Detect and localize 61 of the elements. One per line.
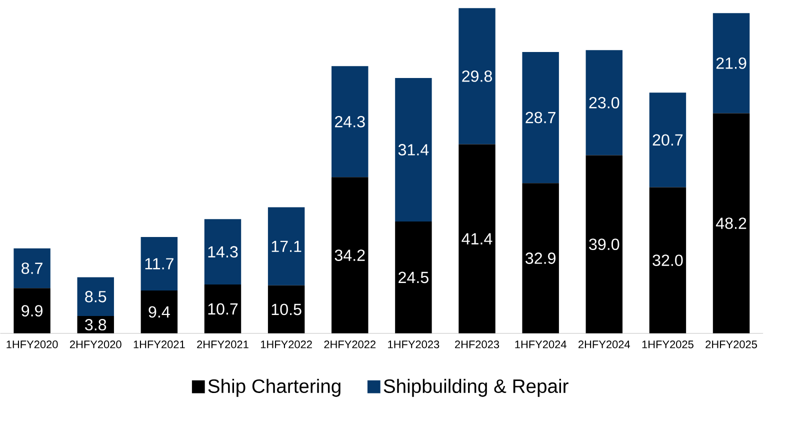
data-label: 9.9 <box>22 305 42 317</box>
data-label: 41.4 <box>462 233 492 244</box>
bar <box>395 78 432 222</box>
x-tick-label: 2HFY2025 <box>706 340 757 348</box>
bar <box>332 66 368 178</box>
data-label: 32.0 <box>652 254 683 266</box>
data-label: 10.7 <box>208 303 238 315</box>
bar <box>14 288 50 334</box>
data-label: 48.2 <box>716 218 746 230</box>
bar <box>77 277 114 316</box>
bar <box>140 290 178 334</box>
bar <box>140 237 178 290</box>
bar <box>712 13 750 114</box>
legend-label: Ship Chartering <box>208 378 340 397</box>
data-label: 34.2 <box>334 250 365 261</box>
bar <box>458 144 496 334</box>
bar <box>332 177 368 334</box>
x-tick-label: 1HFY2024 <box>515 340 566 348</box>
x-tick-label: 2HF2023 <box>455 340 500 348</box>
bar <box>204 219 242 285</box>
x-tick-label: 2HFY2024 <box>578 340 630 348</box>
data-label: 24.5 <box>398 272 428 284</box>
data-label: 11.7 <box>145 258 174 270</box>
data-label: 21.9 <box>716 58 746 69</box>
data-label: 39.0 <box>589 238 620 250</box>
data-label: 20.7 <box>652 134 683 146</box>
bar <box>649 187 686 334</box>
bar <box>395 221 432 334</box>
data-label: 31.4 <box>398 144 429 156</box>
data-label: 3.8 <box>85 319 106 330</box>
x-tick-label: 1HFY2023 <box>388 340 440 348</box>
x-tick-label: 1HFY2021 <box>134 340 185 348</box>
bar <box>712 113 750 334</box>
legend-label: Shipbuilding & Repair <box>384 378 568 397</box>
bar <box>268 285 305 334</box>
bar <box>522 183 559 334</box>
bar <box>458 8 496 144</box>
x-tick-label: 2HFY2021 <box>197 340 248 348</box>
bar <box>649 92 686 188</box>
data-label: 9.4 <box>148 306 170 318</box>
bar <box>204 284 242 334</box>
data-label: 23.0 <box>589 97 620 108</box>
data-label: 10.5 <box>272 304 302 316</box>
bar <box>14 248 50 288</box>
data-label: 8.5 <box>85 290 106 302</box>
x-tick-label: 2HFY2022 <box>324 340 376 348</box>
data-label: 28.7 <box>526 112 556 124</box>
data-label: 24.3 <box>335 116 365 128</box>
bar <box>268 207 305 286</box>
data-label: 29.8 <box>462 70 492 82</box>
data-label: 8.7 <box>22 262 42 274</box>
x-tick-label: 1HFY2022 <box>260 340 312 348</box>
data-label: 14.3 <box>208 246 238 258</box>
x-tick-label: 1HFY2025 <box>642 340 694 348</box>
bar <box>522 52 559 184</box>
x-tick-label: 1HFY2020 <box>6 340 58 348</box>
data-label: 32.9 <box>526 252 556 264</box>
bar <box>586 50 623 156</box>
x-tick-label: 2HFY2020 <box>70 340 122 348</box>
bar <box>586 155 623 334</box>
data-label: 17.1 <box>272 240 302 252</box>
